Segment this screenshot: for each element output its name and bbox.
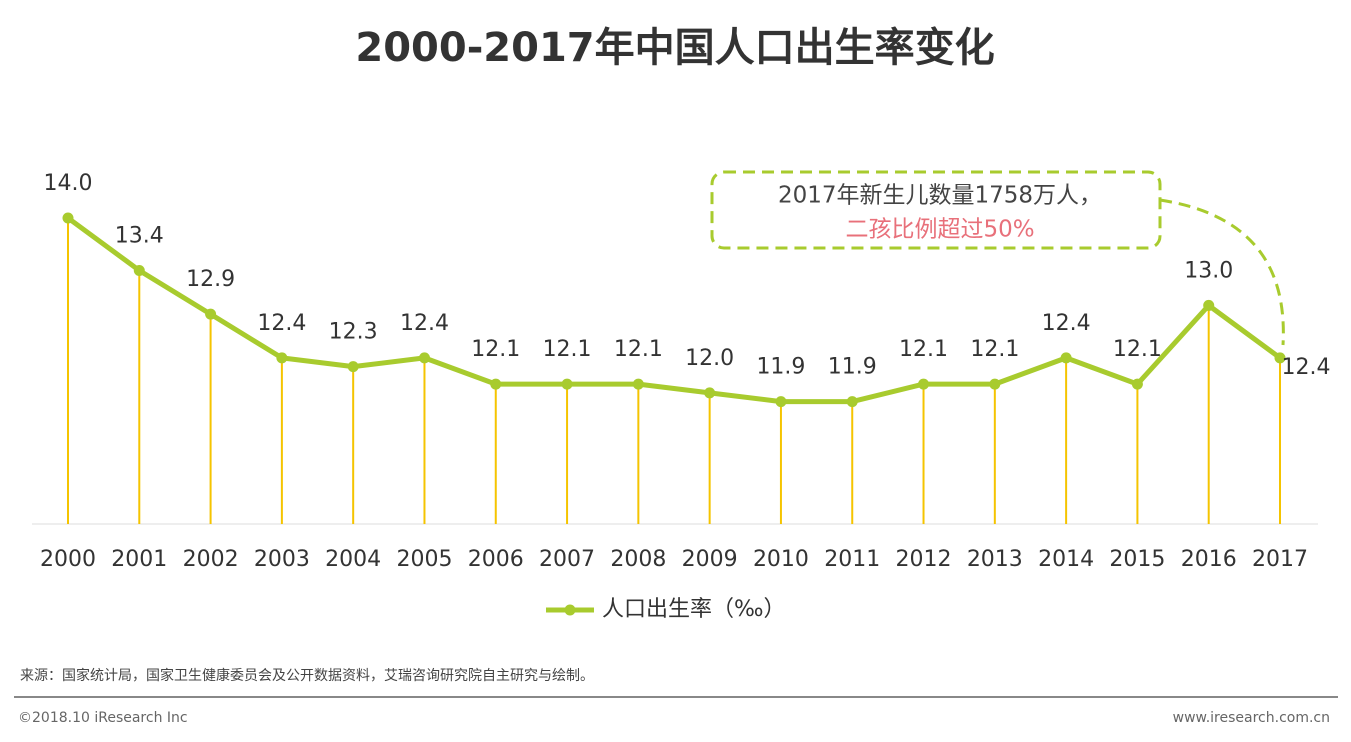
legend-label: 人口出生率（‰） [602, 597, 786, 622]
data-label: 12.0 [685, 346, 734, 371]
data-label: 12.1 [614, 337, 663, 362]
data-label: 12.4 [1042, 311, 1091, 336]
annotation-text: 二孩比例超过50% [845, 217, 1034, 243]
data-label: 12.3 [329, 320, 378, 345]
data-label: 12.1 [543, 337, 592, 362]
annotation-box [710, 170, 1162, 250]
data-point [133, 264, 145, 276]
copyright: ©2018.10 iResearch Inc [18, 710, 188, 726]
data-label: 12.9 [186, 267, 235, 292]
x-tick-label: 2014 [1038, 547, 1094, 572]
x-tick-label: 2017 [1252, 547, 1308, 572]
legend-marker [564, 604, 576, 616]
series-line [66, 215, 1282, 405]
x-tick-label: 2012 [896, 547, 952, 572]
annotation-text: 2017年新生儿数量1758万人， [778, 183, 1102, 209]
x-tick-label: 2010 [753, 547, 809, 572]
data-label: 13.4 [115, 223, 164, 248]
data-point [1060, 352, 1072, 364]
x-tick-label: 2007 [539, 547, 595, 572]
x-tick-label: 2001 [111, 547, 167, 572]
data-point [632, 378, 644, 390]
data-point [1274, 352, 1286, 364]
x-tick-label: 2005 [396, 547, 452, 572]
data-point [918, 378, 930, 390]
data-point [989, 378, 1001, 390]
data-label: 12.1 [970, 337, 1019, 362]
x-tick-label: 2006 [468, 547, 524, 572]
data-point [561, 378, 573, 390]
data-point [775, 396, 787, 408]
x-tick-label: 2002 [183, 547, 239, 572]
x-tick-label: 2016 [1181, 547, 1237, 572]
data-label: 11.9 [828, 355, 877, 380]
data-point [62, 212, 74, 224]
data-label: 11.9 [756, 355, 805, 380]
data-point [490, 378, 502, 390]
data-label: 12.4 [1282, 355, 1331, 380]
data-point [205, 308, 217, 320]
data-point [418, 352, 430, 364]
data-label: 13.0 [1184, 258, 1233, 283]
x-tick-label: 2011 [824, 547, 880, 572]
data-point [1203, 299, 1215, 311]
data-label: 12.1 [471, 337, 520, 362]
data-point [846, 396, 858, 408]
data-label: 14.0 [44, 171, 93, 196]
data-label: 12.4 [400, 311, 449, 336]
chart-title: 2000-2017年中国人口出生率变化 [355, 25, 994, 71]
data-point [704, 387, 716, 399]
x-tick-label: 2003 [254, 547, 310, 572]
x-tick-label: 2015 [1109, 547, 1165, 572]
data-label: 12.1 [899, 337, 948, 362]
x-tick-label: 2000 [40, 547, 96, 572]
x-tick-label: 2009 [682, 547, 738, 572]
x-tick-label: 2013 [967, 547, 1023, 572]
x-tick-label: 2004 [325, 547, 381, 572]
x-tick-label: 2008 [610, 547, 666, 572]
data-point [347, 361, 359, 373]
data-point [276, 352, 288, 364]
source-note: 来源：国家统计局，国家卫生健康委员会及公开数据资料，艾瑞咨询研究院自主研究与绘制… [20, 667, 594, 684]
website: www.iresearch.com.cn [1173, 710, 1330, 726]
data-label: 12.1 [1113, 337, 1162, 362]
data-point [1131, 378, 1143, 390]
data-label: 12.4 [257, 311, 306, 336]
